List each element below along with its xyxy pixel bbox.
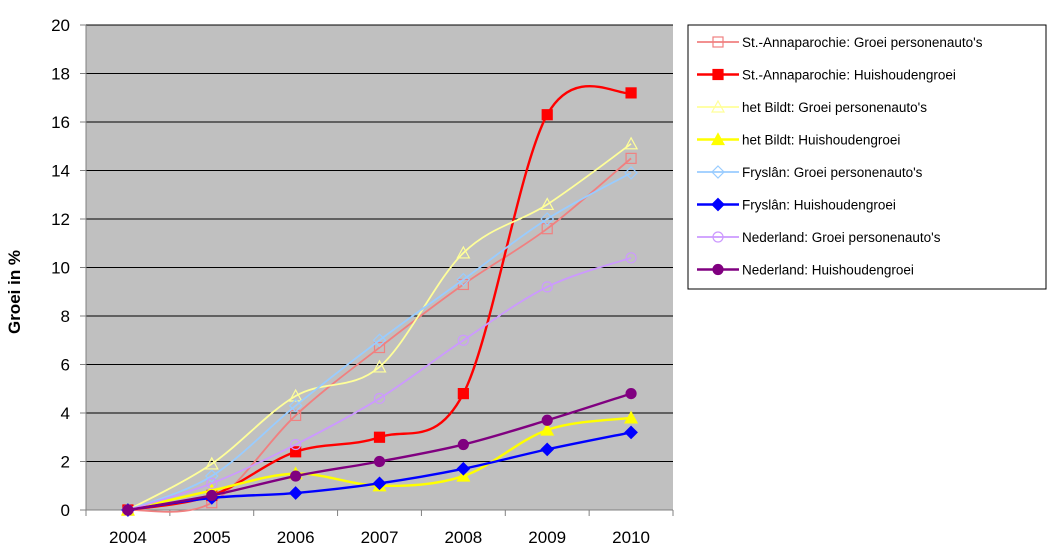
data-point <box>540 212 555 226</box>
series-4 <box>121 166 638 517</box>
series-2 <box>120 136 639 516</box>
data-point <box>373 392 386 405</box>
legend-item: Nederland: Huishoudengroei <box>697 263 914 278</box>
data-point <box>457 334 469 346</box>
legend-label: St.-Annaparochie: Groei personenauto's <box>742 35 983 50</box>
legend-label: Nederland: Huishoudengroei <box>742 263 914 278</box>
legend-item: St.-Annaparochie: Groei personenauto's <box>697 35 983 50</box>
legend-label: het Bildt: Groei personenauto's <box>742 100 927 115</box>
series-7 <box>122 388 637 516</box>
legend-label: St.-Annaparochie: Huishoudengroei <box>742 68 956 83</box>
legend-swatch-marker <box>712 231 724 243</box>
legend-swatch-marker <box>712 68 724 81</box>
legend: St.-Annaparochie: Groei personenauto's St… <box>687 24 1047 290</box>
data-point <box>540 442 555 457</box>
x-tick-label: 2005 <box>193 528 231 547</box>
data-point <box>456 272 471 287</box>
x-tick-label: 2004 <box>109 528 147 547</box>
series-line <box>127 256 632 511</box>
y-tick-label: 8 <box>61 307 70 326</box>
y-tick-label: 14 <box>51 162 70 181</box>
axes <box>80 24 674 516</box>
data-point <box>541 223 553 235</box>
data-point <box>541 109 553 121</box>
data-point <box>625 388 637 400</box>
x-tick-label: 2006 <box>277 528 315 547</box>
data-point <box>625 152 637 164</box>
legend-item: Fryslân: Huishoudengroei <box>697 198 896 213</box>
y-tick-label: 20 <box>51 16 70 35</box>
legend-swatch-marker <box>710 99 726 113</box>
data-point <box>288 398 303 413</box>
x-tick-label: 2007 <box>361 528 399 547</box>
legend-label: Nederland: Groei personenauto's <box>742 230 941 245</box>
x-tick-label: 2008 <box>444 528 482 547</box>
y-tick-label: 2 <box>61 453 70 472</box>
data-point <box>625 87 637 99</box>
data-point <box>206 489 218 502</box>
series-line <box>127 143 632 511</box>
x-tick-label: 2010 <box>612 528 650 547</box>
data-point <box>372 476 387 491</box>
data-point <box>457 388 469 400</box>
legend-item: Nederland: Groei personenauto's <box>697 230 941 245</box>
legend-swatch-marker <box>712 263 724 276</box>
legend-swatch-marker <box>712 36 724 48</box>
data-point <box>290 438 302 451</box>
data-point <box>288 388 303 402</box>
y-tick-label: 10 <box>51 259 70 278</box>
legend-swatch-marker <box>711 165 725 179</box>
data-point <box>624 425 638 440</box>
y-tick-label: 18 <box>51 65 70 84</box>
tick-labels: 0 2 4 6 8 10 12 14 16 18 20 2004 2005 2006 2007 2008 200… <box>51 16 650 547</box>
data-point <box>624 136 639 150</box>
legend-label: Fryslân: Huishoudengroei <box>742 198 896 213</box>
legend-item: het Bildt: Huishoudengroei <box>697 132 900 148</box>
legend-box <box>687 24 1047 290</box>
data-point <box>373 431 386 443</box>
legend-label: het Bildt: Huishoudengroei <box>742 133 900 148</box>
legend-item: het Bildt: Groei personenauto's <box>697 99 927 115</box>
y-tick-label: 16 <box>51 113 70 132</box>
series-lines <box>120 85 639 517</box>
data-point <box>624 166 638 180</box>
data-point <box>206 477 218 489</box>
x-tick-label: 2009 <box>528 528 566 547</box>
data-point <box>456 461 471 476</box>
y-axis-label: Groei in % <box>5 250 24 334</box>
data-point <box>288 486 303 500</box>
data-point <box>204 456 219 470</box>
data-point <box>373 455 386 468</box>
data-point <box>540 422 555 436</box>
legend-swatch-marker <box>711 197 725 212</box>
y-tick-label: 4 <box>61 404 70 423</box>
data-point <box>290 409 302 422</box>
data-point <box>457 438 469 451</box>
data-point <box>204 469 219 483</box>
data-point <box>456 245 471 259</box>
legend-swatch-marker <box>710 132 726 146</box>
data-point <box>122 504 134 516</box>
gridlines <box>86 24 673 462</box>
legend-item: St.-Annaparochie: Huishoudengroei <box>697 68 956 83</box>
data-point <box>373 341 386 354</box>
data-point <box>372 359 387 373</box>
data-point <box>625 252 637 264</box>
data-point <box>624 410 639 424</box>
y-tick-label: 12 <box>51 210 70 229</box>
y-tick-label: 0 <box>61 501 70 520</box>
data-point <box>290 470 302 482</box>
legend-label: Fryslân: Groei personenauto's <box>742 165 923 180</box>
data-point <box>372 333 387 348</box>
y-tick-label: 6 <box>61 356 70 375</box>
data-point <box>290 446 302 458</box>
legend-item: Fryslân: Groei personenauto's <box>697 165 923 180</box>
series-line <box>127 172 632 511</box>
data-point <box>540 197 555 211</box>
data-point <box>541 414 553 426</box>
data-point <box>541 281 553 293</box>
